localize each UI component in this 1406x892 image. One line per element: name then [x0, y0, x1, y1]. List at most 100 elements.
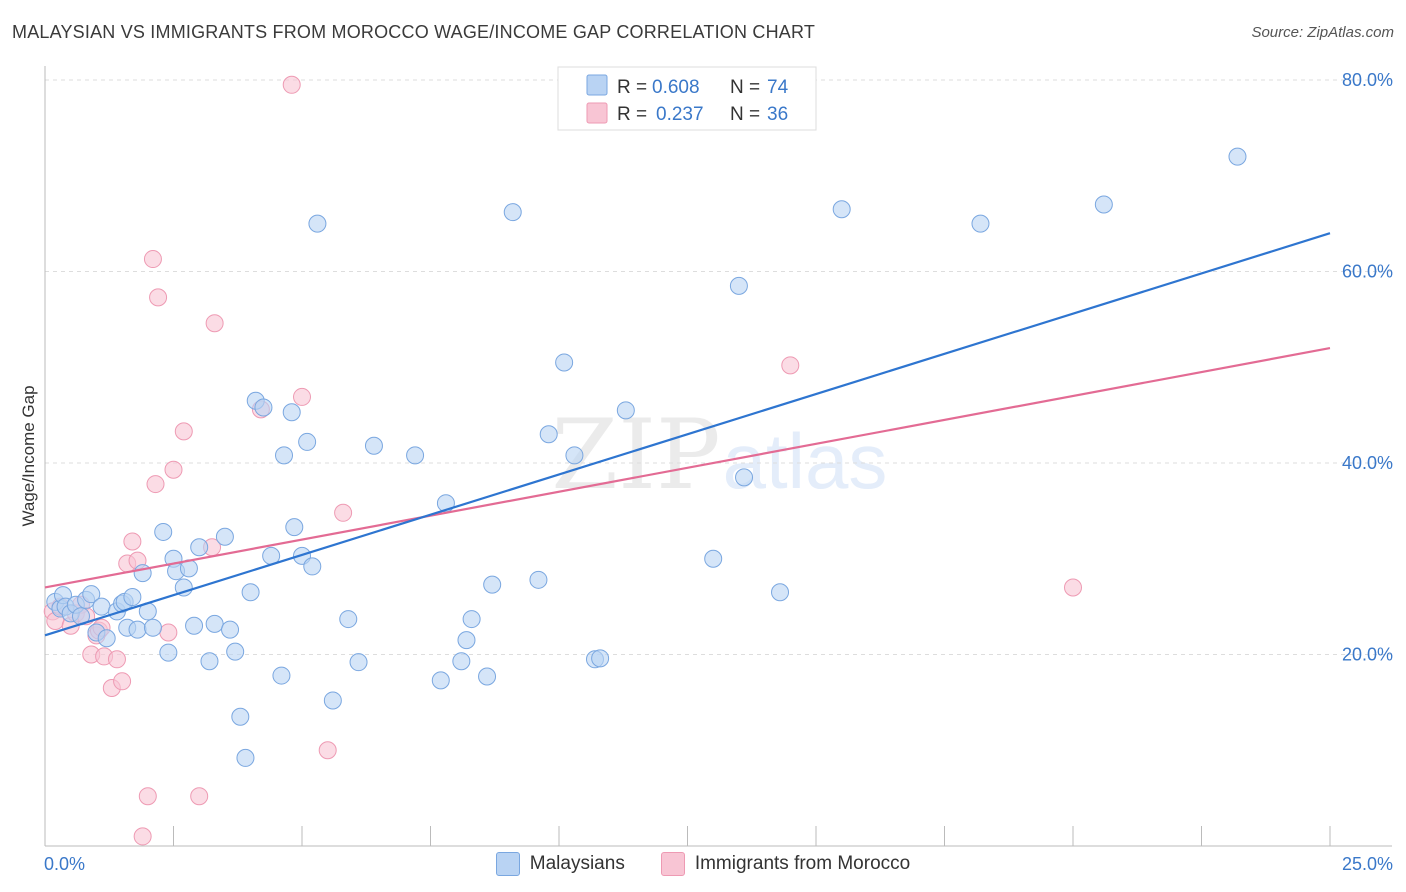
- watermark-atlas: atlas: [723, 417, 888, 505]
- malaysian-point: [457, 631, 476, 650]
- morocco-point: [282, 75, 301, 94]
- malaysian-point: [364, 436, 383, 455]
- legend-n-label: N =: [730, 104, 760, 125]
- series-legend: Malaysians Immigrants from Morocco: [0, 852, 1406, 876]
- malaysian-point: [308, 214, 327, 233]
- morocco-point: [159, 623, 178, 642]
- legend-item-morocco: Immigrants from Morocco: [660, 852, 911, 876]
- malaysian-point: [616, 401, 635, 420]
- malaysian-point: [539, 425, 558, 444]
- morocco-point: [781, 356, 800, 375]
- legend-r-value: 0.608: [652, 77, 700, 98]
- morocco-point: [143, 250, 162, 269]
- malaysian-point: [503, 203, 522, 222]
- malaysian-point: [200, 652, 219, 671]
- axes: [44, 66, 1392, 847]
- malaysian-point: [285, 518, 304, 537]
- legend-n-value: 36: [767, 104, 788, 125]
- malaysian-point: [215, 527, 234, 546]
- legend-item-malaysians: Malaysians: [495, 852, 625, 876]
- malaysian-point: [92, 597, 111, 616]
- malaysian-point: [185, 616, 204, 635]
- malaysian-point: [231, 707, 250, 726]
- malaysian-point: [143, 618, 162, 637]
- legend-n-label: N =: [730, 77, 760, 98]
- malaysian-point: [82, 585, 101, 604]
- legend-label-malaysians: Malaysians: [529, 853, 625, 874]
- morocco-point: [146, 475, 165, 494]
- malaysian-point: [555, 353, 574, 372]
- morocco-point: [174, 422, 193, 441]
- legend-n-value: 74: [767, 77, 789, 98]
- morocco-point: [205, 314, 224, 333]
- y-axis-label: Wage/Income Gap: [19, 385, 38, 526]
- malaysian-point: [349, 653, 368, 672]
- y-tick-labels: 20.0% 40.0% 60.0% 80.0%: [1342, 70, 1393, 665]
- malaysian-point: [190, 538, 209, 557]
- morocco-point: [138, 787, 157, 806]
- malaysian-point: [205, 614, 224, 633]
- malaysian-point: [478, 667, 497, 686]
- legend-label-morocco: Immigrants from Morocco: [694, 853, 911, 874]
- legend-r-label: R =: [617, 77, 647, 98]
- malaysian-point: [735, 468, 754, 487]
- malaysian-point: [452, 652, 471, 671]
- y-tick-label: 80.0%: [1342, 70, 1393, 90]
- grid-lines: [45, 79, 1392, 655]
- malaysian-point: [462, 610, 481, 629]
- morocco-point: [1064, 578, 1082, 597]
- malaysian-point: [159, 643, 178, 662]
- malaysian-point: [529, 570, 548, 589]
- malaysians-swatch: [495, 852, 520, 876]
- morocco-point: [107, 650, 126, 669]
- malaysian-point: [1094, 195, 1113, 214]
- legend-r-value: 0.237: [656, 104, 704, 125]
- malaysian-points: [46, 147, 1247, 767]
- malaysian-point: [303, 557, 322, 576]
- malaysian-point: [298, 432, 317, 451]
- legend-r-label: R =: [617, 104, 647, 125]
- malaysian-point: [729, 276, 748, 295]
- trend-lines: [44, 232, 1331, 637]
- source-label: Source: ZipAtlas.com: [1251, 24, 1394, 41]
- malaysian-point: [226, 642, 245, 661]
- malaysian-point: [339, 610, 358, 629]
- morocco-point: [164, 460, 183, 479]
- morocco-swatch: [660, 852, 685, 876]
- malaysian-point: [771, 583, 790, 602]
- morocco-point: [113, 672, 132, 691]
- morocco-point: [133, 827, 152, 846]
- morocco-point: [123, 532, 142, 551]
- morocco-point: [334, 503, 353, 522]
- malaysian-point: [282, 403, 301, 422]
- malaysian-point: [971, 214, 990, 233]
- correlation-legend: R = 0.608 N = 74 R = 0.237 N = 36: [557, 66, 817, 131]
- malaysian-point: [123, 588, 142, 607]
- x-tick-label: 25.0%: [1342, 854, 1393, 874]
- malaysian-point: [832, 200, 851, 219]
- malaysian-point: [565, 446, 584, 465]
- malaysian-point: [704, 549, 723, 568]
- malaysian-trend-line: [44, 232, 1331, 637]
- morocco-point: [190, 787, 209, 806]
- malaysian-point: [406, 446, 425, 465]
- malaysian-point: [128, 620, 147, 639]
- x-tick-labels: 0.0% 25.0%: [44, 854, 1393, 874]
- chart-title: MALAYSIAN VS IMMIGRANTS FROM MOROCCO WAG…: [12, 22, 816, 42]
- y-tick-label: 40.0%: [1342, 453, 1393, 473]
- y-tick-label: 20.0%: [1342, 645, 1393, 665]
- morocco-point: [318, 741, 337, 760]
- malaysian-point: [241, 583, 260, 602]
- malaysian-point: [236, 748, 255, 767]
- malaysian-point: [323, 691, 342, 710]
- malaysian-point: [154, 522, 173, 541]
- x-tick-label: 0.0%: [44, 854, 85, 874]
- malaysian-point: [431, 671, 450, 690]
- legend-swatch-morocco: [586, 102, 608, 124]
- legend-swatch-malaysians: [586, 74, 608, 96]
- morocco-trend-line: [44, 347, 1331, 589]
- y-tick-label: 60.0%: [1342, 262, 1393, 282]
- malaysian-point: [483, 575, 502, 594]
- malaysian-point: [272, 666, 291, 685]
